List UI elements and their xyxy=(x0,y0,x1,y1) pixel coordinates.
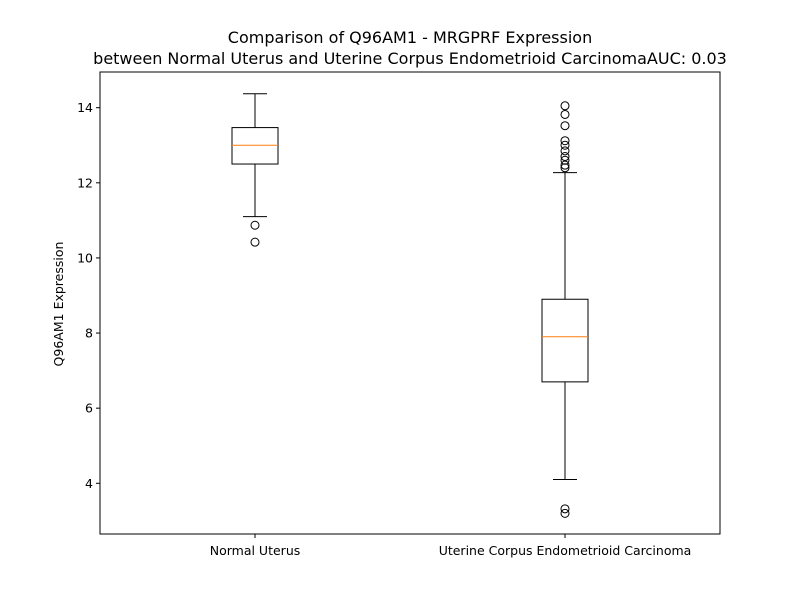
outlier-point xyxy=(250,220,260,230)
chart-title-line-2: between Normal Uterus and Uterine Corpus… xyxy=(93,49,727,68)
x-tick-label: Normal Uterus xyxy=(210,543,301,558)
y-axis-label: Q96AM1 Expression xyxy=(51,242,66,367)
outlier-point xyxy=(560,155,570,165)
y-tick-label: 6 xyxy=(85,401,93,416)
iqr-box xyxy=(541,298,589,383)
outlier-point xyxy=(560,121,570,131)
plot-frame xyxy=(99,71,721,535)
outlier-point xyxy=(250,237,260,247)
y-tick-label: 4 xyxy=(85,476,93,491)
y-tick-label: 8 xyxy=(85,326,93,341)
outlier-point xyxy=(560,152,570,162)
outlier-point xyxy=(560,101,570,111)
outlier-point xyxy=(560,140,570,150)
y-tick-label: 12 xyxy=(77,175,93,190)
x-tick-label: Uterine Corpus Endometrioid Carcinoma xyxy=(439,543,692,558)
iqr-box xyxy=(231,127,279,165)
outlier-point xyxy=(560,160,570,170)
outlier-point xyxy=(560,109,570,119)
plot-layer: 4 6 8 10 12 14 Normal Uterus Uterine Corpus End… xyxy=(77,93,692,558)
y-tick-label: 14 xyxy=(77,100,93,115)
outlier-point xyxy=(560,146,570,156)
outlier-point xyxy=(560,136,570,146)
outlier-point xyxy=(560,508,570,518)
y-tick-label: 10 xyxy=(77,250,93,265)
outlier-point xyxy=(560,504,570,514)
chart-title-line-1: Comparison of Q96AM1 - MRGPRF Expression xyxy=(228,28,592,47)
